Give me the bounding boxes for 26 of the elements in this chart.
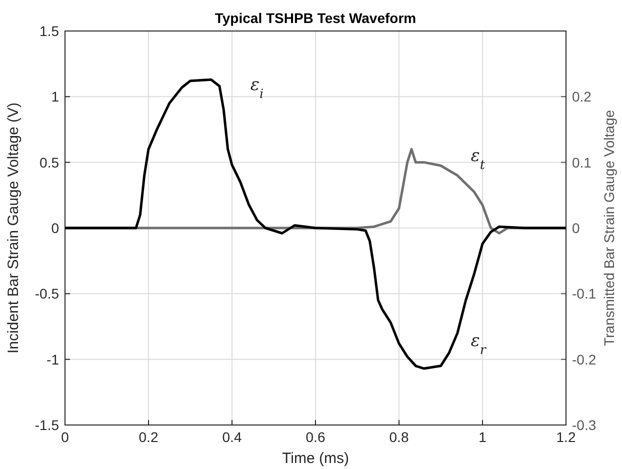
y-tick-label: 1.5 [40,23,60,39]
x-tick-label: 0.8 [389,429,409,445]
x-tick-label: 0 [61,429,70,445]
annotation: ε$_{i}$ [250,75,264,102]
annotation: ε$_{r}$ [470,331,487,358]
y-tick-label: 0 [51,220,60,236]
y2-axis-title: Transmitted Bar Strain Gauge Voltage [601,110,617,346]
annotation: ε$_{t}$ [470,146,486,173]
y2-tick-label: 0.2 [572,88,592,105]
line-series [64,78,568,370]
x-tick-label: 0.4 [222,429,242,445]
y2-tick-label: 0 [572,220,580,236]
y2-tick-label: 0.1 [572,154,592,170]
y-axis-title: Incident Bar Strain Gauge Voltage (V) [5,102,22,354]
y-tick-label: -1.5 [34,417,60,433]
x-tick-label: 0.2 [138,429,158,445]
chart-title: Typical TSHPB Test Waveform [214,10,416,26]
x-tick-label: 1 [478,429,487,445]
x-axis-title: Time (ms) [282,450,349,467]
y-tick-label: 0.5 [40,154,60,170]
y-tick-label: -1 [46,351,60,368]
y2-tick-label: -0.2 [572,351,596,368]
y-tick-label: 1 [51,88,60,105]
y2-tick-label: -0.1 [572,286,596,302]
x-tick-label: 0.6 [306,429,326,445]
y-tick-label: -0.5 [34,286,60,302]
